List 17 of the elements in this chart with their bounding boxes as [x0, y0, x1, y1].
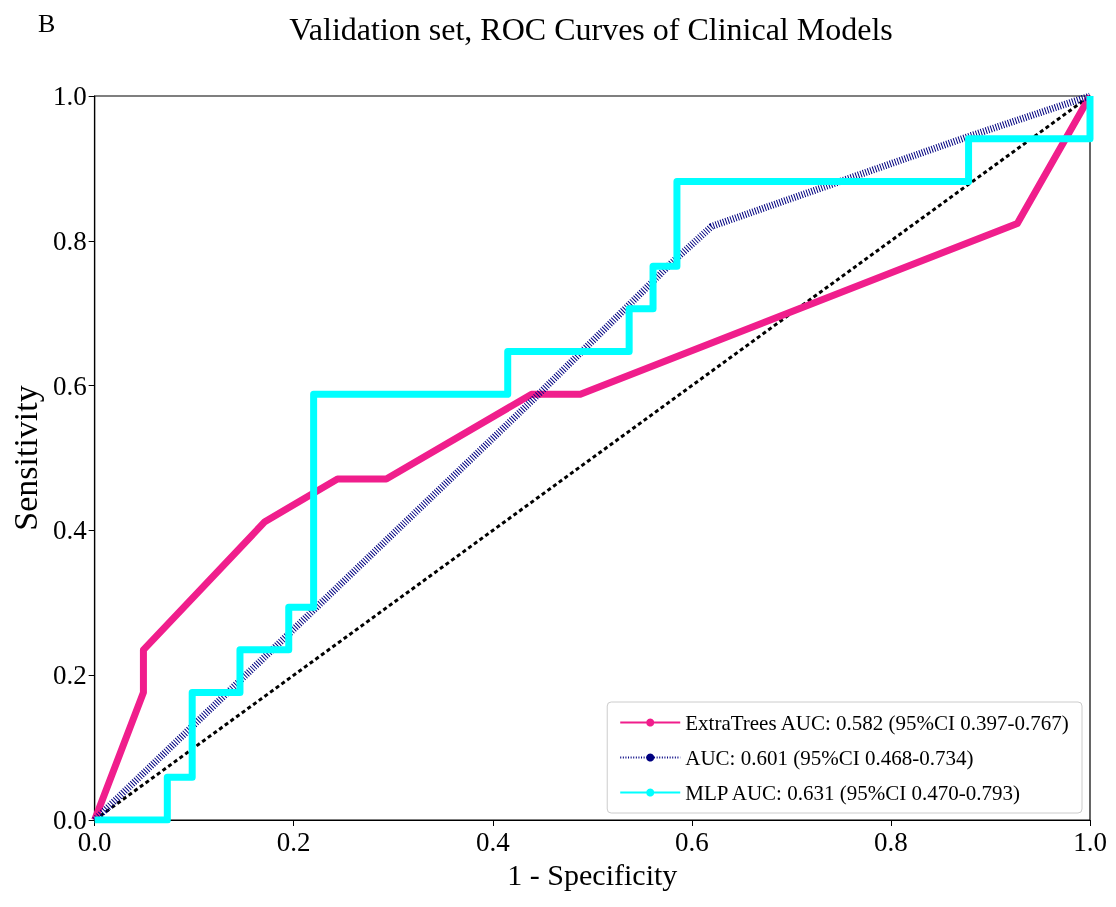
y-tick-label: 1.0: [52, 81, 87, 111]
x-axis-title: 1 - Specificity: [507, 858, 678, 892]
x-tick-label: 0.2: [276, 826, 311, 857]
legend-label: AUC: 0.601 (95%CI 0.468-0.734): [685, 745, 974, 770]
chart-title: Validation set, ROC Curves of Clinical Models: [289, 11, 893, 47]
y-axis-title: Sensitivity: [6, 385, 44, 531]
x-tick-label: 1.0: [1073, 826, 1107, 857]
x-tick-label: 0.4: [475, 826, 511, 857]
legend-label: MLP AUC: 0.631 (95%CI 0.470-0.793): [685, 780, 1020, 805]
y-tick-label: 0.8: [52, 225, 87, 256]
text: B: [38, 8, 56, 38]
y-tick-label: 0.4: [52, 515, 88, 546]
x-tick-label: 0.8: [874, 826, 908, 857]
x-tick-label: 0.6: [674, 826, 709, 857]
legend-label: ExtraTrees AUC: 0.582 (95%CI 0.397-0.767): [685, 710, 1069, 735]
y-tick-label: 0.6: [52, 370, 87, 401]
y-tick-label: 0.2: [52, 660, 87, 691]
